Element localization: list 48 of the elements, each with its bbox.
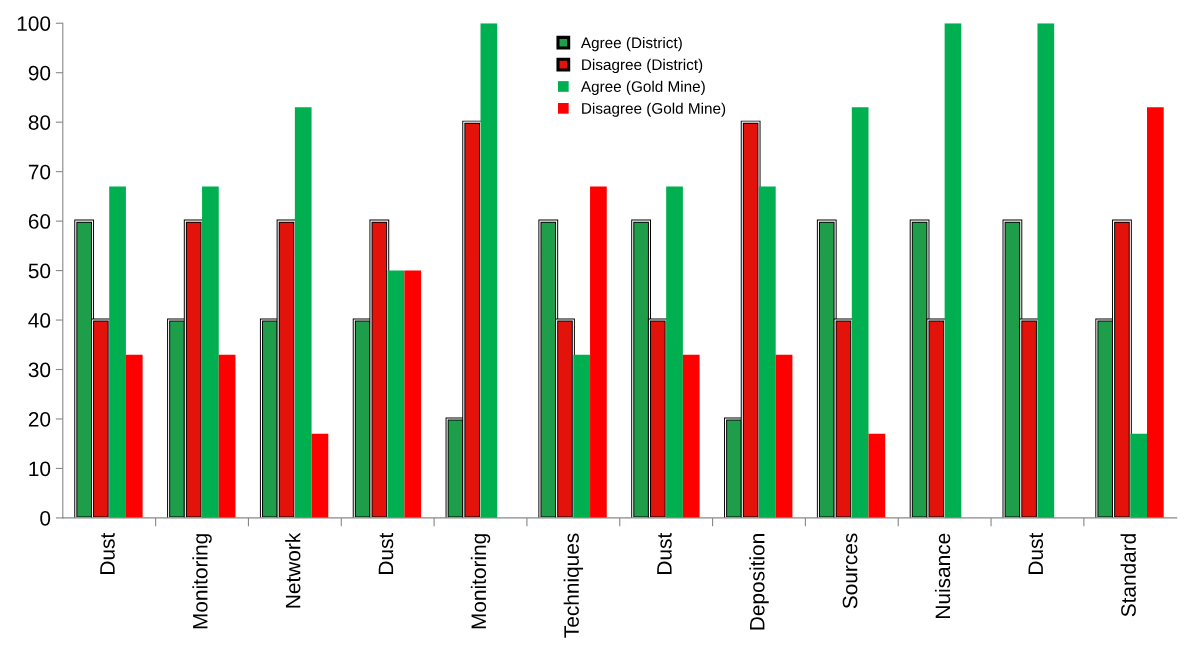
x-tick-label: Techniques bbox=[563, 533, 584, 638]
y-tick-label: 40 bbox=[28, 313, 51, 328]
x-tick-label: Dust bbox=[100, 532, 115, 574]
y-tick-label: 0 bbox=[40, 510, 51, 526]
bar bbox=[1147, 107, 1164, 518]
x-tick-label: Dust bbox=[378, 532, 394, 574]
y-tick-label: 10 bbox=[29, 461, 51, 477]
x-tick-label: Monitoring bbox=[192, 534, 212, 629]
bar bbox=[573, 354, 591, 518]
legend-label: Agree (District) bbox=[580, 36, 682, 52]
y-tick-label: 100 bbox=[17, 16, 51, 31]
bar bbox=[480, 23, 498, 518]
y-tick-label: 70 bbox=[28, 164, 51, 180]
legend-label: Disagree (District) bbox=[582, 58, 703, 74]
x-tick-label: Sources bbox=[842, 533, 858, 609]
x-tick-label: Nuisance bbox=[934, 533, 951, 618]
bar bbox=[758, 186, 776, 518]
bar bbox=[1037, 23, 1055, 518]
bar bbox=[125, 354, 143, 518]
y-tick-label: 20 bbox=[28, 411, 51, 427]
bar bbox=[218, 354, 236, 518]
bar bbox=[666, 186, 683, 518]
bar bbox=[202, 186, 219, 518]
bar bbox=[775, 354, 793, 518]
y-tick-label: 30 bbox=[28, 362, 51, 378]
x-tick-label: Standard bbox=[1120, 534, 1136, 617]
x-tick-label: Dust bbox=[657, 532, 672, 574]
y-tick-label: 50 bbox=[28, 263, 51, 279]
bar bbox=[851, 107, 869, 518]
bar bbox=[944, 23, 962, 518]
bar bbox=[682, 354, 700, 518]
bar bbox=[1130, 433, 1147, 518]
bar bbox=[109, 186, 126, 518]
legend-label: Disagree (Gold Mine) bbox=[582, 102, 726, 117]
bar bbox=[404, 270, 422, 518]
bar bbox=[590, 186, 607, 518]
x-tick-label: Monitoring bbox=[470, 534, 491, 629]
x-tick-label: Network bbox=[285, 532, 301, 608]
y-tick-label: 60 bbox=[28, 214, 51, 229]
y-tick-label: 80 bbox=[28, 115, 51, 130]
x-tick-label: Dust bbox=[1028, 532, 1044, 574]
bar bbox=[311, 433, 329, 518]
x-tick-label: Deposition bbox=[749, 534, 769, 630]
bar bbox=[868, 433, 886, 518]
bar bbox=[294, 107, 312, 518]
legend-label: Agree (Gold Mine) bbox=[580, 80, 705, 95]
y-tick-label: 90 bbox=[28, 65, 51, 81]
bar bbox=[387, 270, 405, 518]
